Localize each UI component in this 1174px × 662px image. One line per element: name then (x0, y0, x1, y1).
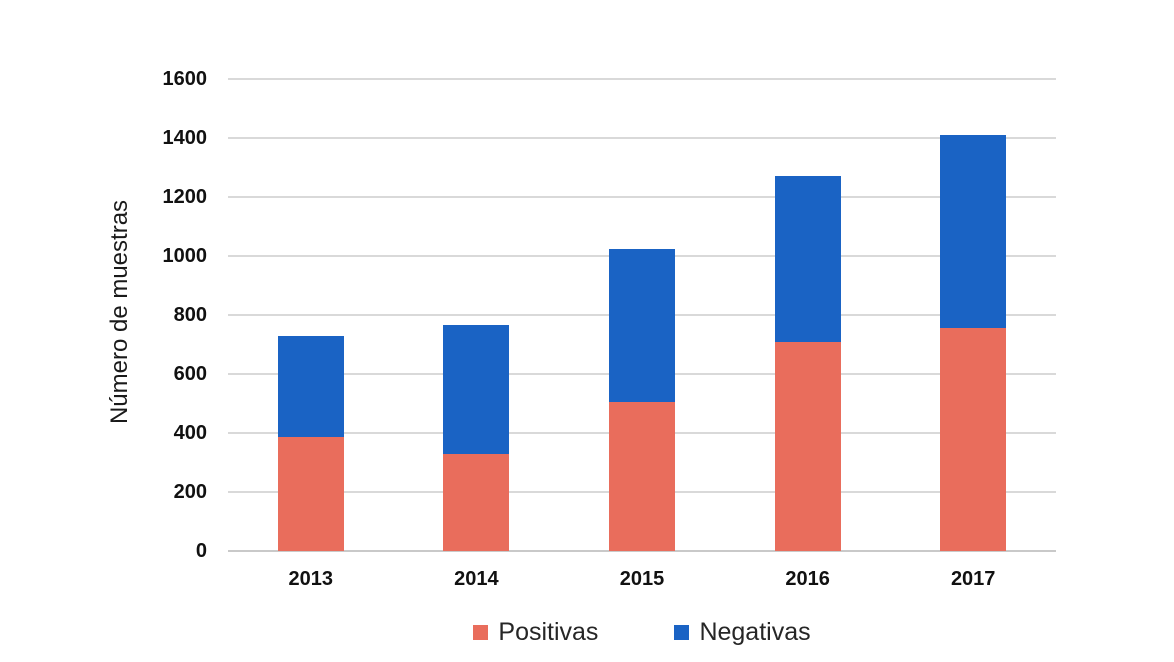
y-tick-label: 1400 (162, 127, 208, 149)
bar-2013-negativas (277, 335, 344, 438)
bar-2014-positivas (443, 453, 510, 551)
x-axis-label-2015: 2015 (619, 568, 665, 590)
legend-label-positivas: Positivas (498, 618, 599, 646)
bar-2017-negativas (940, 135, 1007, 329)
bar-2017-positivas (940, 328, 1007, 551)
y-tick-label: 1600 (162, 68, 208, 90)
y-tick-label: 1000 (162, 245, 208, 267)
gridline (228, 78, 1056, 80)
legend-label-negativas: Negativas (699, 618, 811, 646)
x-axis-label-2014: 2014 (454, 568, 499, 590)
y-tick-label: 600 (173, 363, 207, 385)
legend: Positivas Negativas (228, 618, 1056, 647)
bar-2014-negativas (443, 325, 510, 454)
y-tick-label: 1200 (162, 186, 208, 208)
y-tick-label: 400 (173, 422, 207, 444)
y-tick-label: 200 (173, 481, 207, 503)
x-axis-label-2013: 2013 (288, 568, 334, 590)
bar-2015-positivas (609, 402, 675, 551)
plot-area (228, 78, 1056, 552)
gridline (228, 196, 1056, 198)
negativas-swatch-icon (674, 625, 690, 640)
x-axis-line (228, 550, 1056, 552)
gridline (228, 137, 1056, 139)
bar-2015-negativas (609, 248, 675, 403)
bar-2016-negativas (774, 176, 841, 342)
x-axis-label-2016: 2016 (785, 568, 830, 590)
y-axis-title: Número de muestras (106, 199, 133, 425)
y-tick-label: 0 (195, 540, 207, 562)
bar-2016-positivas (774, 341, 841, 551)
x-axis-label-2017: 2017 (950, 568, 996, 590)
positivas-swatch-icon (473, 625, 489, 640)
y-tick-label: 800 (173, 304, 207, 326)
bar-2013-positivas (277, 437, 344, 551)
legend-item-positivas: Positivas (473, 618, 598, 647)
legend-item-negativas: Negativas (674, 618, 811, 647)
